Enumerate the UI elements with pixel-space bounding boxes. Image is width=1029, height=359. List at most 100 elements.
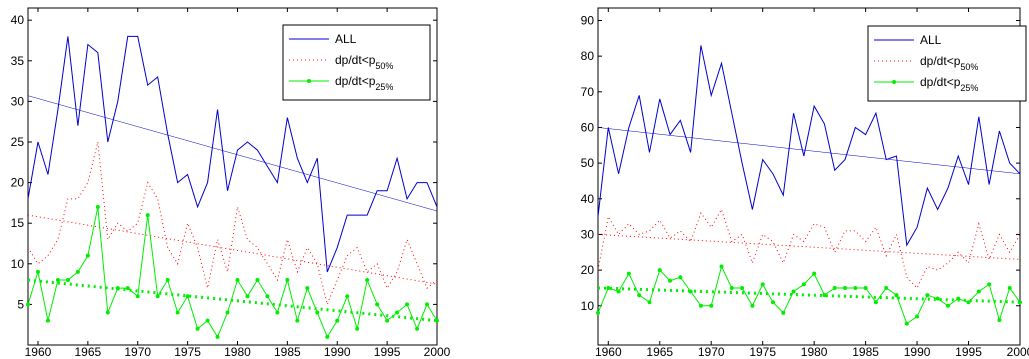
x-tick-label: 1965 xyxy=(646,345,673,359)
y-tick-label: 10 xyxy=(11,257,25,271)
point-marker xyxy=(235,278,240,283)
point-marker xyxy=(668,278,673,283)
trend-line xyxy=(597,286,1021,304)
point-marker xyxy=(945,303,950,308)
legend-label: dp/dt<p50% xyxy=(920,54,978,72)
y-tick-label: 20 xyxy=(581,263,595,277)
x-tick-label: 1960 xyxy=(595,345,622,359)
point-marker xyxy=(225,310,230,315)
point-marker xyxy=(125,286,130,291)
legend-label: ALL xyxy=(335,32,357,46)
point-marker xyxy=(165,278,170,283)
legend-marker xyxy=(307,79,311,83)
y-tick-label: 50 xyxy=(581,156,595,170)
x-tick-label: 1960 xyxy=(25,345,52,359)
point-marker xyxy=(26,302,30,307)
trend-line xyxy=(597,233,1021,260)
point-marker xyxy=(873,300,878,305)
legend-label: dp/dt<p50% xyxy=(335,53,393,71)
point-marker xyxy=(740,285,745,290)
point-marker xyxy=(365,278,370,283)
point-marker xyxy=(904,321,909,326)
point-marker xyxy=(305,286,310,291)
point-marker xyxy=(135,294,140,299)
x-tick-label: 1975 xyxy=(749,345,776,359)
point-marker xyxy=(750,303,755,308)
point-marker xyxy=(375,302,380,307)
legend-label: dp/dt<p25% xyxy=(335,74,393,92)
point-marker xyxy=(678,275,683,280)
point-marker xyxy=(884,285,889,290)
point-marker xyxy=(45,318,50,323)
x-tick-label: 1975 xyxy=(174,345,201,359)
point-marker xyxy=(415,326,420,331)
x-tick-label: 1980 xyxy=(224,345,251,359)
legend-box xyxy=(282,24,431,101)
point-marker xyxy=(925,293,930,298)
point-marker xyxy=(637,293,642,298)
point-marker xyxy=(35,269,40,274)
y-tick-label: 60 xyxy=(581,120,595,134)
legend-name: ALL xyxy=(920,33,942,47)
series-line xyxy=(27,141,438,307)
x-tick-label: 1970 xyxy=(698,345,725,359)
y-tick-label: 25 xyxy=(11,135,25,149)
y-tick-label: 90 xyxy=(581,13,595,27)
y-tick-label: 5 xyxy=(17,297,24,311)
legend-marker xyxy=(892,80,896,84)
point-marker xyxy=(395,310,400,315)
x-tick-label: 1980 xyxy=(801,345,828,359)
plot-frame xyxy=(27,7,438,346)
point-marker xyxy=(966,300,971,305)
x-tick-label: 1985 xyxy=(274,345,301,359)
y-tick-label: 20 xyxy=(11,176,25,190)
point-marker xyxy=(770,300,775,305)
point-marker xyxy=(987,282,992,287)
legend-name: dp/dt<p xyxy=(335,74,376,88)
point-marker xyxy=(185,294,190,299)
x-tick-label: 2000 xyxy=(424,345,451,359)
point-marker xyxy=(425,302,430,307)
point-marker xyxy=(285,278,290,283)
y-tick-label: 30 xyxy=(11,94,25,108)
legend-subscript: 50% xyxy=(375,61,393,71)
x-tick-label: 2000 xyxy=(1007,345,1029,359)
point-marker xyxy=(657,268,662,273)
point-marker xyxy=(915,314,920,319)
legend-label: ALL xyxy=(920,33,942,47)
point-marker xyxy=(760,282,765,287)
y-tick-label: 80 xyxy=(581,49,595,63)
trend-line xyxy=(27,278,438,323)
series-line xyxy=(597,265,1021,325)
point-marker xyxy=(781,310,786,315)
point-marker xyxy=(997,318,1002,323)
point-marker xyxy=(976,289,981,294)
legend-name: ALL xyxy=(335,32,357,46)
trend-line xyxy=(597,127,1021,175)
point-marker xyxy=(355,326,360,331)
x-tick-label: 1995 xyxy=(374,345,401,359)
legend-name: dp/dt<p xyxy=(920,75,961,89)
point-marker xyxy=(345,294,350,299)
point-marker xyxy=(255,278,260,283)
point-marker xyxy=(55,278,60,283)
x-tick-label: 1990 xyxy=(324,345,351,359)
y-tick-label: 70 xyxy=(581,85,595,99)
point-marker xyxy=(175,310,180,315)
y-tick-label: 15 xyxy=(11,216,25,230)
point-marker xyxy=(315,310,320,315)
point-marker xyxy=(265,294,270,299)
point-marker xyxy=(205,318,210,323)
point-marker xyxy=(853,285,858,290)
plot-frame xyxy=(597,7,1021,346)
point-marker xyxy=(295,318,300,323)
point-marker xyxy=(105,310,110,315)
point-marker xyxy=(719,264,724,269)
point-marker xyxy=(729,285,734,290)
point-marker xyxy=(245,294,250,299)
point-marker xyxy=(647,300,652,305)
series-line xyxy=(597,208,1021,289)
point-marker xyxy=(405,302,410,307)
point-marker xyxy=(863,285,868,290)
